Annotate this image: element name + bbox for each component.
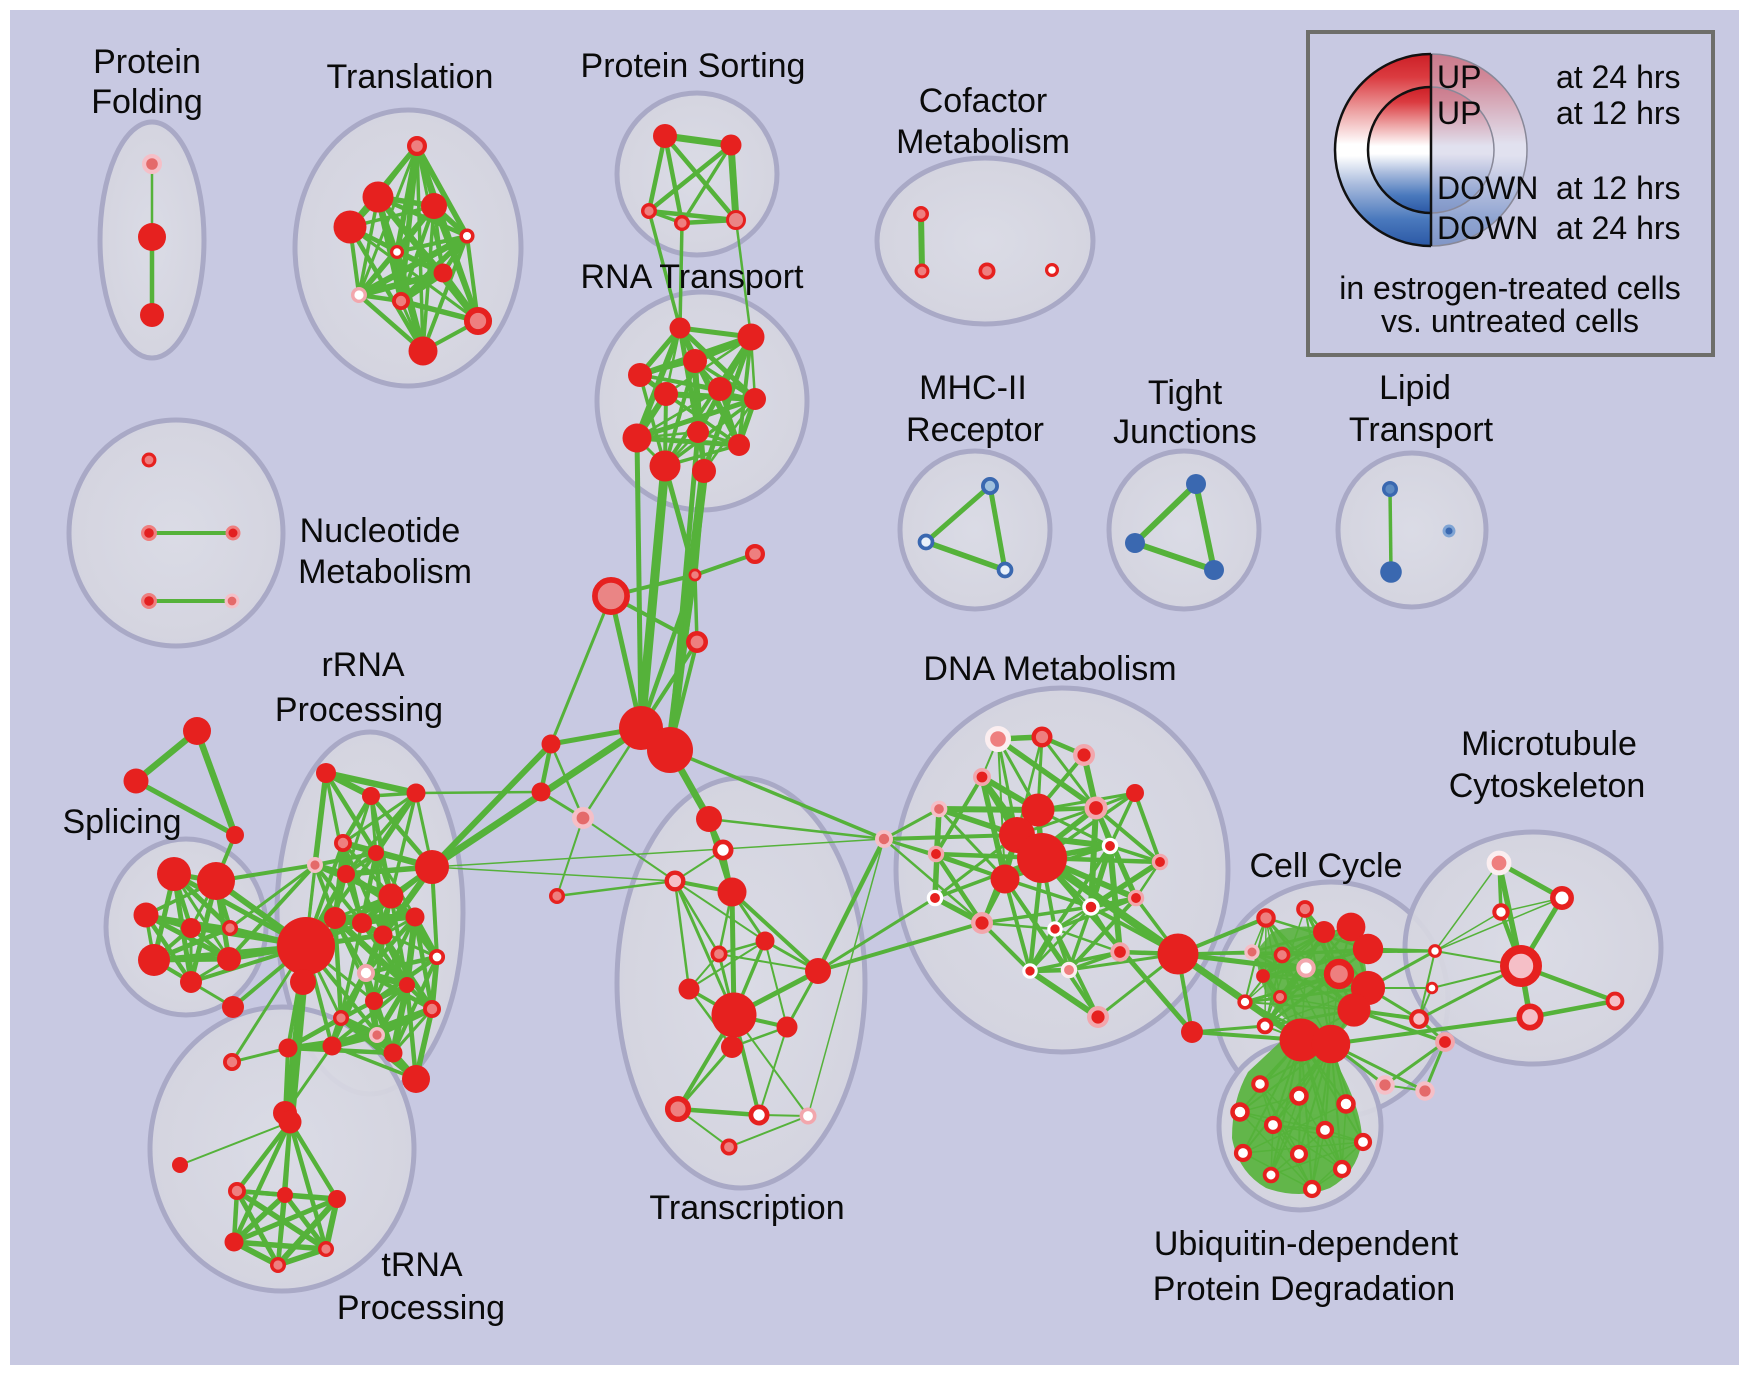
svg-text:Protein: Protein bbox=[93, 43, 201, 81]
svg-text:Processing: Processing bbox=[275, 691, 443, 729]
svg-text:Lipid: Lipid bbox=[1379, 369, 1451, 407]
svg-text:MHC-II: MHC-II bbox=[919, 369, 1027, 407]
svg-text:Processing: Processing bbox=[337, 1289, 505, 1327]
svg-text:Metabolism: Metabolism bbox=[896, 123, 1070, 161]
svg-text:DNA Metabolism: DNA Metabolism bbox=[923, 650, 1176, 688]
svg-text:at 24 hrs: at 24 hrs bbox=[1556, 210, 1681, 246]
svg-text:Microtubule: Microtubule bbox=[1461, 725, 1637, 763]
svg-text:at 24 hrs: at 24 hrs bbox=[1556, 59, 1681, 95]
svg-text:Transcription: Transcription bbox=[649, 1189, 844, 1227]
svg-text:Translation: Translation bbox=[327, 58, 494, 96]
svg-text:Tight: Tight bbox=[1148, 374, 1223, 412]
svg-text:DOWN: DOWN bbox=[1437, 210, 1538, 246]
svg-text:Protein Degradation: Protein Degradation bbox=[1153, 1270, 1455, 1308]
svg-text:Folding: Folding bbox=[91, 83, 203, 121]
svg-text:Splicing: Splicing bbox=[62, 803, 181, 841]
svg-text:UP: UP bbox=[1437, 59, 1481, 95]
svg-text:DOWN: DOWN bbox=[1437, 170, 1538, 206]
svg-text:vs. untreated cells: vs. untreated cells bbox=[1381, 303, 1639, 339]
svg-text:Ubiquitin-dependent: Ubiquitin-dependent bbox=[1154, 1225, 1459, 1263]
svg-text:Receptor: Receptor bbox=[906, 411, 1044, 449]
svg-text:Cytoskeleton: Cytoskeleton bbox=[1449, 767, 1646, 805]
svg-text:UP: UP bbox=[1437, 95, 1481, 131]
svg-text:Cofactor: Cofactor bbox=[919, 82, 1048, 120]
svg-text:Transport: Transport bbox=[1349, 411, 1494, 449]
svg-text:Nucleotide: Nucleotide bbox=[300, 512, 461, 550]
svg-text:at 12 hrs: at 12 hrs bbox=[1556, 170, 1681, 206]
svg-text:RNA Transport: RNA Transport bbox=[581, 258, 805, 296]
svg-text:Cell Cycle: Cell Cycle bbox=[1249, 847, 1402, 885]
svg-text:at 12 hrs: at 12 hrs bbox=[1556, 95, 1681, 131]
svg-text:Junctions: Junctions bbox=[1113, 413, 1257, 451]
svg-text:Protein Sorting: Protein Sorting bbox=[581, 47, 806, 85]
svg-text:Metabolism: Metabolism bbox=[298, 553, 472, 591]
svg-text:tRNA: tRNA bbox=[381, 1246, 463, 1284]
svg-text:in estrogen-treated cells: in estrogen-treated cells bbox=[1339, 270, 1681, 306]
svg-text:rRNA: rRNA bbox=[321, 646, 404, 684]
